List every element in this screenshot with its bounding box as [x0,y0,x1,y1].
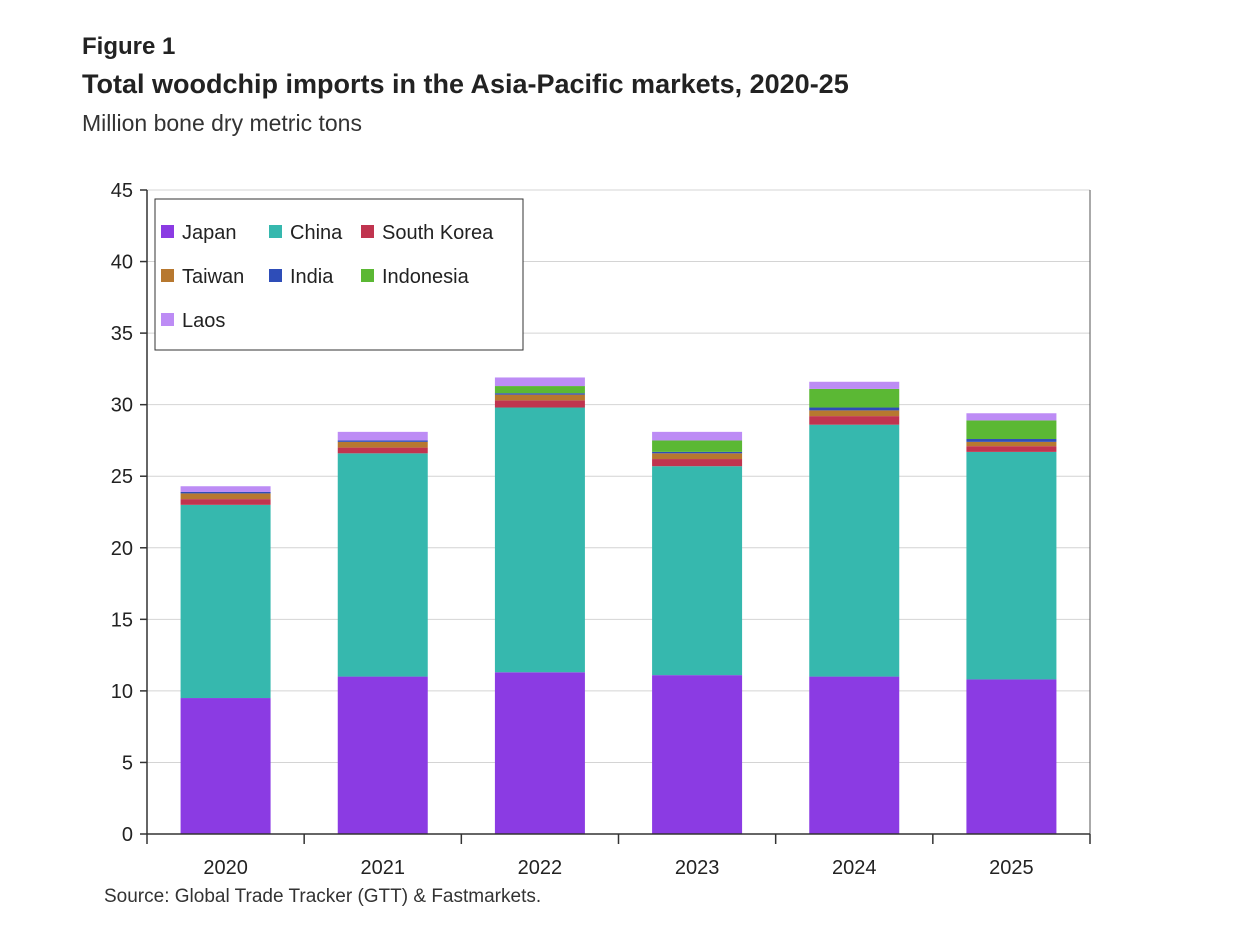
bar-segment-indonesia [494,386,585,394]
bar-segment-taiwan [180,493,271,500]
bar-segment-south-korea [494,400,585,408]
bar-segment-china [180,504,271,699]
bar-segment-taiwan [652,453,743,460]
legend-label: Japan [182,222,237,244]
y-tick-label: 25 [111,466,133,488]
y-tick-label: 45 [111,180,133,202]
y-tick-label: 35 [111,323,133,345]
bar-segment-india [966,439,1057,442]
legend-label: India [290,266,334,288]
bar-segment-laos [337,431,428,441]
bar-segment-laos [180,486,271,492]
bar-segment-south-korea [180,499,271,505]
chart-subtitle: Million bone dry metric tons [82,110,362,136]
bar-segment-japan [652,675,743,834]
bar-segment-taiwan [809,410,900,417]
legend-swatch [161,225,174,238]
bar-segment-taiwan [337,441,428,448]
x-tick-label: 2020 [203,857,248,879]
bar-segment-indonesia [652,440,743,452]
y-tick-label: 30 [111,395,133,417]
x-tick-label: 2025 [989,857,1034,879]
bar-segment-south-korea [966,446,1057,452]
x-tick-label: 2024 [832,857,877,879]
legend-swatch [361,269,374,282]
bar-segment-indonesia [966,420,1057,440]
bar-segment-japan [809,676,900,834]
bar-segment-laos [652,431,743,441]
legend-label: Laos [182,310,225,332]
bar-segment-indonesia [809,388,900,408]
bar-segment-china [337,453,428,677]
bar-segment-south-korea [337,447,428,454]
y-tick-label: 40 [111,252,133,274]
bar-segment-south-korea [809,416,900,425]
bar-segment-india [337,440,428,442]
legend-box [154,198,524,351]
bar-segment-japan [337,676,428,834]
bar-segment-india [180,491,271,494]
legend-label: China [290,222,343,244]
bar-segment-china [494,407,585,673]
bar-segment-india [494,393,585,395]
chart-title: Total woodchip imports in the Asia-Pacif… [82,69,849,99]
bar-segment-taiwan [494,394,585,401]
legend-swatch [161,269,174,282]
figure-label: Figure 1 [82,33,176,60]
y-tick-label: 5 [122,752,133,774]
bar-segment-taiwan [966,441,1057,447]
bar-segment-laos [809,381,900,389]
bar-segment-china [652,466,743,676]
y-tick-label: 20 [111,538,133,560]
source-note: Source: Global Trade Tracker (GTT) & Fas… [104,886,542,907]
y-tick-label: 0 [122,824,133,846]
bar-segment-china [809,424,900,677]
legend-swatch [161,313,174,326]
legend-swatch [269,269,282,282]
legend-swatch [361,225,374,238]
bar-segment-south-korea [652,459,743,467]
legend-swatch [269,225,282,238]
legend-label: Indonesia [382,266,470,288]
bar-segment-japan [180,698,271,834]
bar-segment-japan [966,679,1057,834]
legend-label: South Korea [382,222,494,244]
bar-segment-china [966,451,1057,680]
bar-segment-india [809,407,900,411]
x-tick-label: 2023 [675,857,720,879]
bar-segment-laos [494,377,585,387]
bar-segment-japan [494,672,585,834]
bar-segment-india [652,451,743,454]
y-tick-label: 10 [111,681,133,703]
y-tick-label: 15 [111,609,133,631]
x-tick-label: 2022 [518,857,563,879]
bar-segment-laos [966,413,1057,421]
x-tick-label: 2021 [361,857,406,879]
legend-label: Taiwan [182,266,244,288]
